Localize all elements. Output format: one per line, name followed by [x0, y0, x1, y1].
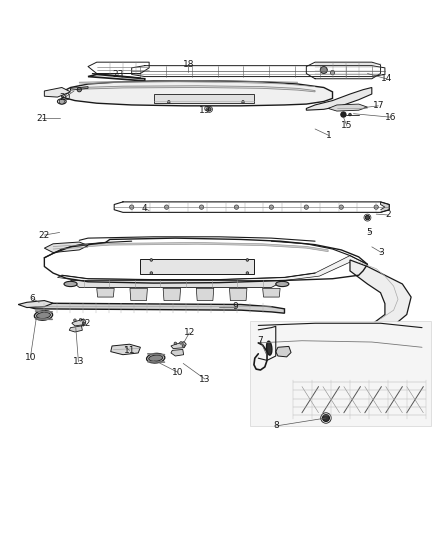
Text: 16: 16	[385, 112, 396, 122]
Circle shape	[167, 101, 170, 103]
Text: 3: 3	[378, 248, 384, 257]
Text: 9: 9	[233, 302, 238, 311]
Polygon shape	[250, 321, 431, 426]
Text: 23: 23	[112, 70, 124, 79]
Polygon shape	[18, 301, 53, 308]
Polygon shape	[263, 288, 280, 297]
Circle shape	[74, 319, 76, 321]
Text: 11: 11	[124, 346, 135, 355]
Circle shape	[59, 99, 64, 104]
Text: 21: 21	[36, 114, 48, 123]
Circle shape	[341, 112, 346, 117]
Text: 12: 12	[184, 328, 195, 337]
Polygon shape	[71, 280, 285, 287]
Text: 6: 6	[29, 294, 35, 303]
Text: 4: 4	[142, 204, 148, 213]
Circle shape	[246, 259, 249, 261]
Circle shape	[349, 113, 351, 116]
Polygon shape	[230, 288, 247, 301]
Text: 2: 2	[385, 211, 391, 220]
Ellipse shape	[276, 281, 289, 287]
Polygon shape	[306, 87, 372, 110]
Polygon shape	[57, 256, 367, 283]
Polygon shape	[196, 288, 214, 301]
Circle shape	[130, 205, 134, 209]
Ellipse shape	[34, 311, 53, 320]
Text: 14: 14	[381, 74, 392, 83]
Text: 15: 15	[341, 122, 353, 131]
Ellipse shape	[147, 353, 165, 363]
Circle shape	[269, 205, 274, 209]
Circle shape	[320, 67, 327, 74]
Text: 13: 13	[199, 375, 211, 384]
Circle shape	[330, 70, 335, 75]
Polygon shape	[72, 319, 86, 326]
Text: 12: 12	[80, 319, 92, 328]
Circle shape	[150, 259, 152, 261]
Circle shape	[79, 318, 82, 321]
Text: 19: 19	[199, 106, 211, 115]
Ellipse shape	[267, 341, 272, 355]
Circle shape	[234, 205, 239, 209]
Text: 1: 1	[326, 131, 332, 140]
Polygon shape	[171, 350, 184, 356]
Polygon shape	[276, 346, 291, 357]
Polygon shape	[88, 75, 145, 81]
Text: 13: 13	[73, 357, 84, 366]
Circle shape	[304, 205, 308, 209]
Polygon shape	[79, 86, 315, 92]
Polygon shape	[153, 94, 254, 103]
Circle shape	[339, 205, 343, 209]
Circle shape	[199, 205, 204, 209]
Circle shape	[82, 322, 85, 325]
Circle shape	[174, 342, 177, 345]
Circle shape	[150, 272, 152, 274]
Polygon shape	[350, 260, 411, 330]
Text: 18: 18	[183, 60, 194, 69]
Text: 8: 8	[274, 422, 279, 430]
Text: 17: 17	[373, 101, 384, 110]
Circle shape	[322, 415, 329, 422]
Polygon shape	[111, 344, 141, 354]
Polygon shape	[97, 288, 114, 297]
Polygon shape	[62, 81, 332, 106]
Polygon shape	[171, 342, 186, 349]
Text: 20: 20	[60, 93, 71, 102]
Circle shape	[374, 205, 378, 209]
Polygon shape	[381, 202, 389, 212]
Polygon shape	[44, 87, 71, 97]
Circle shape	[208, 108, 211, 111]
Ellipse shape	[64, 281, 77, 287]
Circle shape	[242, 101, 244, 103]
Circle shape	[246, 272, 249, 274]
Polygon shape	[69, 326, 82, 332]
Text: 7: 7	[258, 336, 263, 345]
Polygon shape	[163, 288, 180, 301]
Polygon shape	[141, 259, 254, 274]
Polygon shape	[27, 303, 285, 313]
Polygon shape	[130, 288, 148, 301]
Ellipse shape	[36, 312, 50, 319]
Polygon shape	[79, 243, 328, 252]
Circle shape	[164, 205, 169, 209]
Polygon shape	[328, 104, 367, 111]
Text: 22: 22	[39, 231, 50, 239]
Text: 5: 5	[366, 228, 371, 237]
Ellipse shape	[149, 355, 162, 361]
Text: 10: 10	[25, 353, 36, 362]
Circle shape	[182, 345, 185, 348]
Circle shape	[180, 342, 182, 344]
Circle shape	[77, 87, 81, 92]
Text: 10: 10	[172, 368, 183, 377]
Circle shape	[365, 215, 370, 220]
Polygon shape	[44, 242, 88, 253]
